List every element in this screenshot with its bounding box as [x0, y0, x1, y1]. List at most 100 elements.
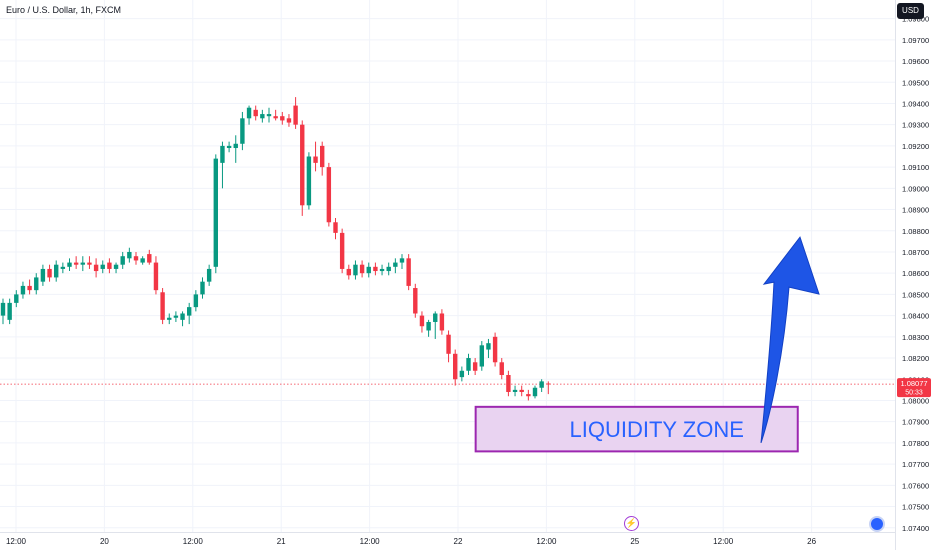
- candle-down: [87, 262, 92, 265]
- candle-up: [206, 268, 212, 282]
- current-price-tag[interactable]: 1.08077 50:33: [897, 378, 931, 398]
- candle-down: [320, 145, 325, 168]
- current-price-countdown: 50:33: [905, 390, 923, 397]
- candle-up: [240, 118, 245, 144]
- candle-up: [40, 268, 46, 282]
- candle-up: [140, 258, 145, 263]
- candle-up: [379, 268, 385, 272]
- time-tick-label: 12:00: [360, 537, 381, 546]
- price-tick-label: 1.08700: [902, 248, 929, 257]
- candle-up: [466, 358, 471, 371]
- price-tick-label: 1.07900: [902, 418, 929, 427]
- candle-up: [539, 381, 544, 388]
- candle-up: [532, 387, 538, 397]
- candle-up: [60, 266, 66, 269]
- candle-down: [506, 375, 511, 392]
- price-tick-label: 1.08500: [902, 290, 929, 299]
- candle-down: [280, 116, 285, 121]
- candle-down: [93, 264, 99, 272]
- price-tick-label: 1.09300: [902, 121, 929, 130]
- candle-down: [373, 266, 378, 272]
- candle-up: [479, 345, 484, 367]
- candle-down: [273, 116, 278, 119]
- candle-down: [439, 313, 445, 331]
- candle-up: [7, 302, 12, 320]
- candle-up: [80, 262, 85, 265]
- candle-up: [246, 107, 252, 119]
- candle-up: [34, 277, 39, 291]
- price-tick-label: 1.08600: [902, 269, 929, 278]
- price-tick-label: 1.09100: [902, 163, 929, 172]
- candle-up: [386, 266, 391, 272]
- candle-down: [27, 285, 32, 291]
- candle-down: [160, 292, 165, 320]
- candle-down: [133, 256, 139, 261]
- candle-up: [0, 302, 6, 316]
- candle-down: [406, 258, 411, 286]
- candle-up: [54, 264, 59, 278]
- candle-down: [546, 383, 551, 385]
- candle-up: [167, 317, 172, 320]
- candle-down: [339, 232, 345, 269]
- candle-down: [492, 336, 498, 363]
- symbol-title[interactable]: Euro / U.S. Dollar, 1h, FXCM: [6, 5, 122, 15]
- candle-up: [433, 313, 438, 322]
- candle-up: [100, 264, 105, 269]
- price-axis-background: [895, 0, 932, 550]
- currency-button[interactable]: USD: [897, 3, 924, 19]
- candle-up: [353, 264, 358, 276]
- price-tick-label: 1.08000: [902, 396, 929, 405]
- candle-up: [426, 321, 431, 331]
- candle-up: [512, 389, 518, 392]
- price-tick-label: 1.08300: [902, 333, 929, 342]
- candle-up: [67, 262, 72, 267]
- candle-up: [180, 313, 185, 320]
- time-axis[interactable]: 12:00 20 12:00 21 12:00 22 12:00 25 12:00 26: [0, 532, 895, 547]
- candle-down: [147, 254, 152, 263]
- target-arrow[interactable]: [760, 236, 820, 444]
- candle-up: [173, 315, 179, 318]
- candle-up: [14, 294, 19, 303]
- candle-up: [187, 307, 192, 316]
- liquidity-zone-box[interactable]: [474, 405, 799, 453]
- globe-icon[interactable]: [869, 516, 885, 532]
- candle-down: [446, 334, 451, 354]
- candle-down: [519, 389, 524, 392]
- lightning-icon[interactable]: ⚡: [624, 516, 639, 531]
- candle-down: [293, 105, 298, 125]
- candle-up: [127, 251, 132, 259]
- time-tick-label: 22: [454, 537, 463, 546]
- candle-down: [300, 124, 305, 206]
- candle-down: [526, 394, 531, 397]
- candle-down: [107, 262, 112, 269]
- price-tick-label: 1.07800: [902, 439, 929, 448]
- candle-down: [472, 362, 478, 371]
- time-tick-label: 25: [630, 537, 639, 546]
- price-tick-label: 1.07600: [902, 481, 929, 490]
- candle-down: [313, 156, 318, 163]
- time-tick-label: 12:00: [183, 537, 204, 546]
- candle-series: [0, 97, 551, 401]
- candle-up: [200, 281, 205, 295]
- price-axis[interactable]: 1.09800 1.09700 1.09600 1.09500 1.09400 1.093…: [895, 0, 932, 550]
- price-tick-label: 1.08900: [902, 206, 929, 215]
- candle-up: [213, 158, 218, 267]
- candle-down: [47, 268, 52, 278]
- target-arrow-layer[interactable]: [760, 236, 820, 444]
- liquidity-zone-layer[interactable]: LIQUIDITY ZONE: [474, 405, 799, 453]
- time-tick-label: 12:00: [536, 537, 557, 546]
- candle-up: [113, 264, 119, 269]
- candle-up: [366, 266, 371, 274]
- time-tick-label: 12:00: [713, 537, 734, 546]
- candle-down: [419, 315, 425, 327]
- price-tick-label: 1.09700: [902, 36, 929, 45]
- candle-up: [486, 343, 491, 350]
- candle-down: [453, 353, 458, 380]
- candle-up: [226, 145, 232, 149]
- price-tick-label: 1.09400: [902, 99, 929, 108]
- price-tick-label: 1.09200: [902, 142, 929, 151]
- time-tick-label: 21: [277, 537, 286, 546]
- candle-down: [253, 109, 258, 117]
- price-tick-label: 1.07700: [902, 460, 929, 469]
